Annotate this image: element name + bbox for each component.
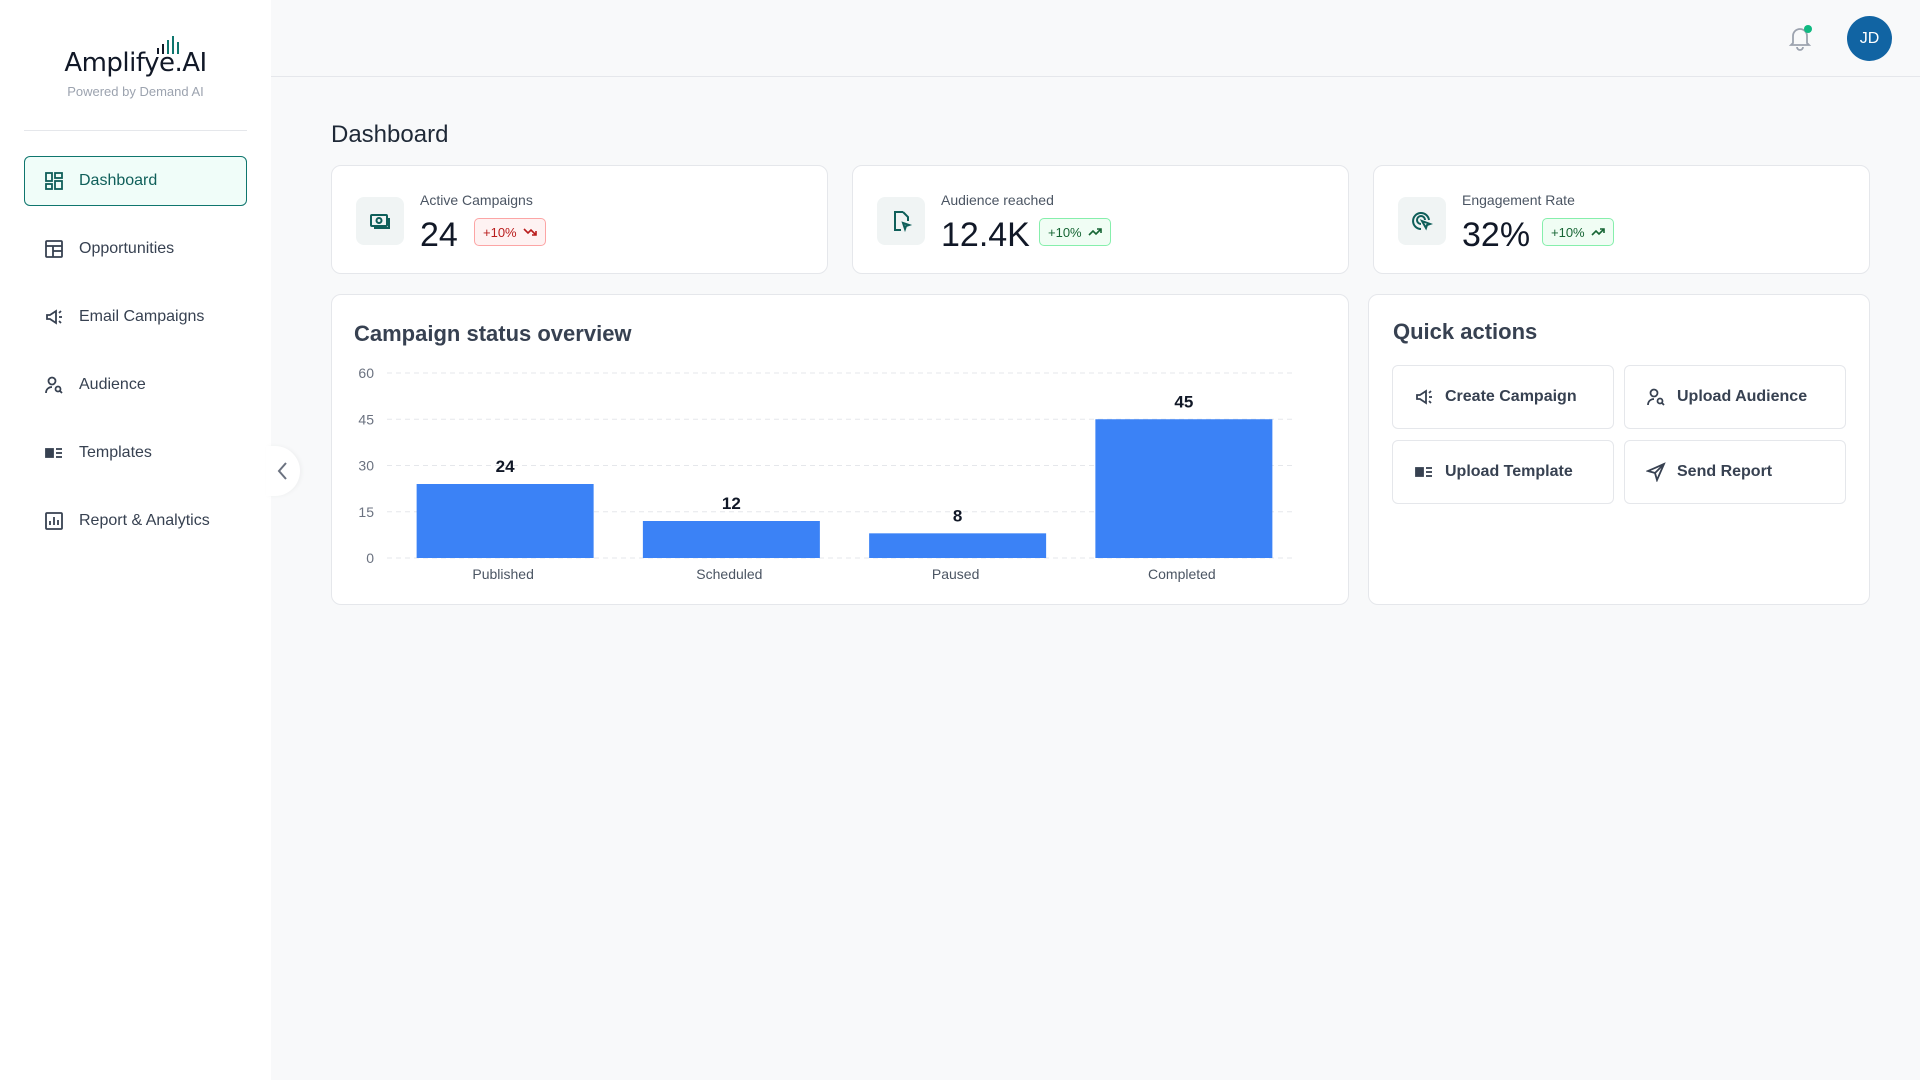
button-label: Send Report (1677, 463, 1773, 480)
megaphone-icon (1413, 386, 1435, 408)
avatar[interactable]: JD (1847, 16, 1892, 61)
chevron-left-icon (277, 462, 287, 480)
money-icon (356, 197, 404, 245)
bar (642, 521, 820, 558)
data-label: 12 (722, 494, 741, 513)
create-campaign-button[interactable]: Create Campaign (1392, 365, 1614, 429)
button-label: Upload Audience (1677, 388, 1808, 405)
stat-value: 24 (420, 216, 458, 254)
y-tick-label: 60 (358, 365, 374, 381)
y-tick-label: 15 (358, 504, 374, 520)
sidebar: Amplifye.AI Powered by Demand AI Dashboa… (0, 0, 271, 1080)
user-search-icon (43, 374, 65, 396)
notification-dot (1804, 25, 1812, 33)
page-title: Dashboard (331, 121, 449, 148)
sidebar-item-templates[interactable]: Templates (24, 428, 247, 478)
sidebar-item-label: Audience (79, 376, 146, 393)
x-tick-label: Completed (1148, 566, 1216, 582)
campaign-status-chart: 0 15 30 45 60 24 Published 12 Scheduled 8 Paused 45… (358, 365, 1292, 582)
sidebar-item-audience[interactable]: Audience (24, 360, 247, 410)
layout-icon (43, 238, 65, 260)
stat-card-engagement-rate: Engagement Rate 32% +10% (1373, 165, 1870, 274)
button-label: Create Campaign (1445, 388, 1577, 405)
upload-template-button[interactable]: Upload Template (1392, 440, 1614, 504)
notifications-button[interactable] (1787, 25, 1813, 51)
campaign-status-card: Campaign status overview 0 15 30 45 60 24 Publ… (331, 294, 1349, 605)
sidebar-item-opportunities[interactable]: Opportunities (24, 224, 247, 274)
stat-label: Active Campaigns (420, 192, 533, 208)
sidebar-item-email-campaigns[interactable]: Email Campaigns (24, 292, 247, 342)
trend-badge-text: +10% (1048, 224, 1082, 240)
trend-badge: +10% (1039, 218, 1111, 246)
data-label: 45 (1174, 392, 1193, 411)
bar (1095, 419, 1273, 558)
sidebar-divider (24, 130, 247, 131)
quick-actions-title: Quick actions (1393, 319, 1538, 344)
trend-down-icon (523, 228, 537, 236)
data-label: 24 (496, 457, 515, 476)
trend-badge: +10% (474, 218, 546, 246)
quick-actions-card: Quick actions Create Campaign Upload Aud… (1368, 294, 1870, 605)
avatar-initials: JD (1859, 29, 1880, 47)
target-click-icon (1398, 197, 1446, 245)
y-tick-label: 45 (358, 411, 374, 427)
sidebar-item-label: Email Campaigns (79, 308, 205, 325)
sidebar-item-report-analytics[interactable]: Report & Analytics (24, 496, 247, 546)
brand-tagline: Powered by Demand AI (67, 84, 204, 99)
sidebar-nav: Dashboard Opportunities Email Campaigns … (24, 156, 247, 564)
trend-badge-text: +10% (1551, 224, 1585, 240)
template-icon (43, 442, 65, 464)
sidebar-item-label: Templates (79, 444, 152, 461)
upload-audience-button[interactable]: Upload Audience (1624, 365, 1846, 429)
stat-card-active-campaigns: Active Campaigns 24 +10% (331, 165, 828, 274)
bar (416, 484, 594, 558)
button-label: Upload Template (1445, 463, 1573, 480)
trend-badge: +10% (1542, 218, 1614, 246)
x-tick-label: Published (472, 566, 534, 582)
sidebar-item-label: Report & Analytics (79, 512, 210, 529)
y-tick-label: 30 (358, 458, 374, 474)
bell-icon (1788, 28, 1812, 51)
megaphone-icon (43, 306, 65, 328)
trend-up-icon (1088, 228, 1102, 236)
dashboard-grid-icon (43, 170, 65, 192)
x-tick-label: Scheduled (696, 566, 762, 582)
sidebar-item-label: Dashboard (79, 172, 158, 189)
brand-name: Amplifye.AI (64, 48, 207, 78)
sidebar-item-label: Opportunities (79, 240, 175, 257)
stat-card-audience-reached: Audience reached 12.4K +10% (852, 165, 1349, 274)
template-icon (1413, 461, 1435, 483)
collapse-sidebar-button[interactable] (266, 446, 300, 496)
sound-wave-icon (157, 36, 179, 54)
top-bar: JD (271, 0, 1920, 77)
data-label: 8 (953, 506, 962, 525)
x-tick-label: Paused (932, 566, 979, 582)
stat-label: Audience reached (941, 192, 1054, 208)
user-search-icon (1645, 386, 1667, 408)
bar (869, 533, 1047, 558)
chart-title: Campaign status overview (354, 321, 632, 346)
trend-up-icon (1591, 228, 1605, 236)
stat-label: Engagement Rate (1462, 192, 1575, 208)
stat-value: 32% (1462, 216, 1531, 254)
send-icon (1645, 461, 1667, 483)
bar-chart-icon (43, 510, 65, 532)
file-cursor-icon (877, 197, 925, 245)
logo[interactable]: Amplifye.AI Powered by Demand AI (0, 30, 271, 99)
trend-badge-text: +10% (483, 224, 517, 240)
stat-value: 12.4K (941, 216, 1030, 254)
y-tick-label: 0 (366, 550, 374, 566)
sidebar-item-dashboard[interactable]: Dashboard (24, 156, 247, 206)
send-report-button[interactable]: Send Report (1624, 440, 1846, 504)
